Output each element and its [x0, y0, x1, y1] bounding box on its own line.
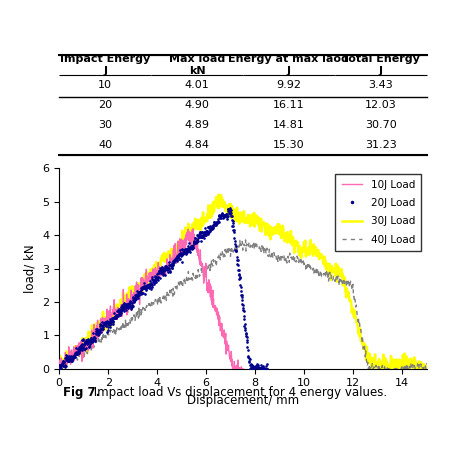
Text: Impact load Vs displacement for 4 energy values.: Impact load Vs displacement for 4 energy… — [91, 386, 388, 399]
Text: Fig 7.: Fig 7. — [63, 386, 100, 399]
Y-axis label: load/ kN: load/ kN — [24, 244, 37, 293]
X-axis label: Displacement/ mm: Displacement/ mm — [187, 394, 299, 407]
Legend: 10J Load, 20J Load, 30J Load, 40J Load: 10J Load, 20J Load, 30J Load, 40J Load — [335, 174, 421, 251]
